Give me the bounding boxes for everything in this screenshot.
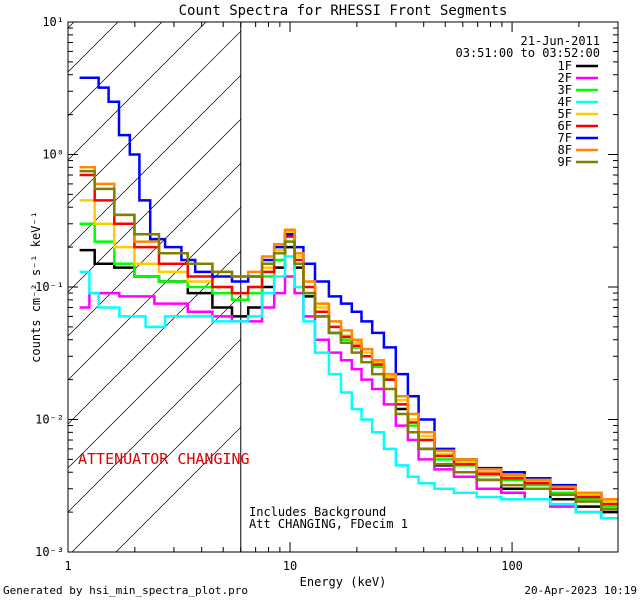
hatch-line (68, 74, 241, 249)
hatch-line (115, 426, 241, 552)
hatch-line (68, 338, 241, 513)
plot-frame (67, 21, 619, 553)
footer-timestamp: 20-Apr-2023 10:19 (524, 584, 637, 597)
y-tick-label-1e1: 10¹ (42, 15, 64, 29)
y-tick-label-1e-1: 10⁻¹ (35, 280, 64, 294)
y-tick-label-1e-2: 10⁻² (35, 413, 64, 427)
data-series-group (79, 76, 618, 520)
note-attenuator-state: Att CHANGING, FDecim 1 (249, 517, 408, 531)
axis-ticks (67, 21, 619, 553)
series-4f-line (79, 255, 618, 520)
legend-label-5f: 5F (558, 107, 572, 121)
time-range-label: 03:51:00 to 03:52:00 (456, 46, 601, 60)
attenuator-label: ATTENUATOR CHANGING (78, 450, 250, 468)
footer-generator: Generated by hsi_min_spectra_plot.pro (3, 584, 248, 597)
hatched-region (68, 22, 241, 552)
legend-label-6f: 6F (558, 119, 572, 133)
legend-label-7f: 7F (558, 131, 572, 145)
x-axis-label: Energy (keV) (300, 575, 387, 589)
hatch-line (68, 22, 207, 161)
series-9f-line (79, 169, 618, 511)
date-label: 21-Jun-2011 (521, 34, 600, 48)
legend-label-9f: 9F (558, 155, 572, 169)
x-tick-label-1: 1 (64, 559, 71, 573)
hatch-line (68, 206, 241, 381)
chart-title: Count Spectra for RHESSI Front Segments (179, 3, 508, 19)
hatch-line (68, 22, 119, 73)
hatch-lines (68, 22, 241, 552)
y-tick-label-1e-3: 10⁻³ (35, 545, 64, 559)
legend-label-4f: 4F (558, 95, 572, 109)
legend-label-1f: 1F (558, 59, 572, 73)
x-tick-label-10: 10 (283, 559, 297, 573)
y-tick-label-1e0: 10⁰ (42, 148, 64, 162)
series-2f-line (79, 275, 618, 520)
x-tick-label-100: 100 (501, 559, 523, 573)
note-background: Includes Background (249, 505, 386, 519)
hatch-line (68, 294, 241, 469)
hatch-line (68, 22, 163, 117)
legend-label-3f: 3F (558, 83, 572, 97)
legend-label-8f: 8F (558, 143, 572, 157)
y-axis-label: counts cm⁻² s⁻¹ keV⁻¹ (29, 211, 43, 363)
legend-label-2f: 2F (558, 71, 572, 85)
hatch-line (68, 30, 241, 205)
hatch-line (68, 162, 241, 337)
series-7f-line (79, 76, 618, 501)
hatch-line (71, 382, 241, 552)
